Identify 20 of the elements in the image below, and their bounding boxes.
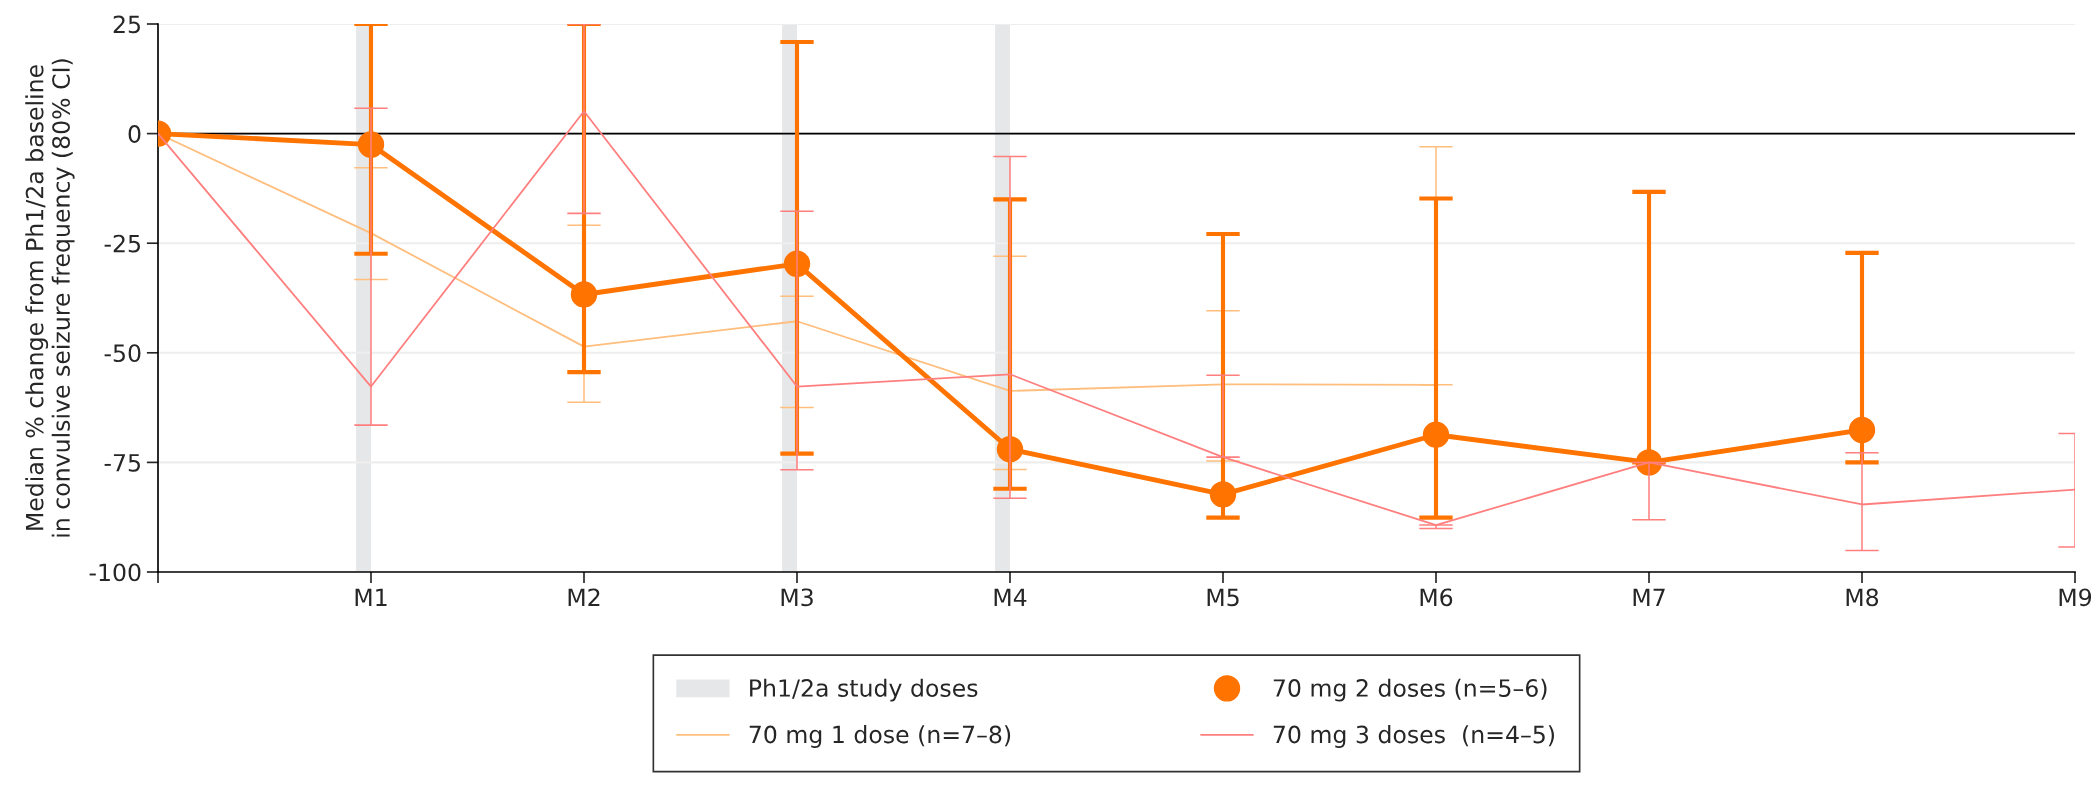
x-tick-label: M8: [1846, 588, 1879, 607]
y-tick-label: 0: [128, 125, 141, 143]
x-tick-label: M9: [2059, 588, 2092, 607]
x-tick-label: M2: [568, 588, 600, 606]
y-tick-label: 25: [113, 15, 140, 34]
legend-label: 70 mg 1 dose (n=7–8): [749, 725, 1011, 748]
y-tick-label: -25: [104, 234, 140, 253]
y-tick-label: -100: [89, 563, 141, 582]
legend-label: 70 mg 2 doses (n=5–6): [1273, 678, 1547, 702]
x-tick-label: M7: [1633, 588, 1665, 606]
x-tick-label: M5: [1207, 588, 1239, 607]
y-axis-title: Median % change from Ph1/2a baseline in convulsive seizure frequency (80% CI): [25, 59, 75, 537]
x-tick-label: M1: [355, 588, 387, 606]
y-tick-label: -75: [104, 454, 140, 472]
x-tick-label: M4: [994, 588, 1027, 606]
legend-label: 70 mg 3 doses (n=4–5): [1273, 725, 1555, 748]
legend-label: Ph1/2a study doses: [750, 678, 978, 702]
x-tick-label: M6: [1420, 588, 1453, 607]
x-tick-label: M3: [781, 588, 813, 607]
y-tick-label: -50: [104, 344, 141, 363]
